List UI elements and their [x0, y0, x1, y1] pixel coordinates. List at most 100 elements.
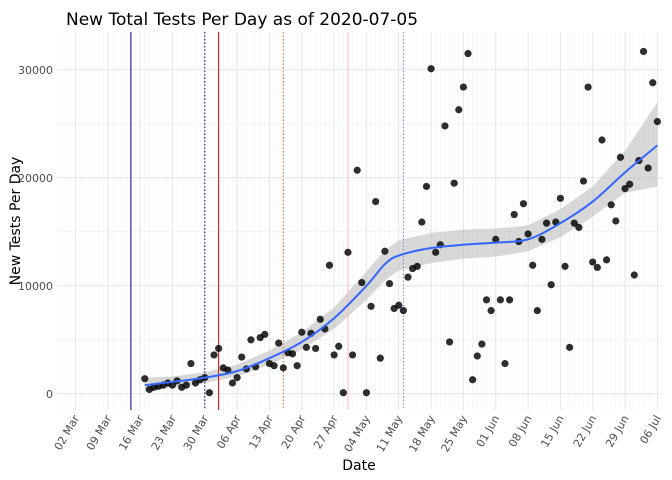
data-point [270, 362, 278, 370]
data-point [533, 307, 541, 315]
y-axis-ticks: 0 10000 20000 30000 [18, 64, 53, 401]
x-tick-label: 15 Jun [538, 413, 567, 450]
data-point [385, 280, 394, 288]
data-point [519, 200, 528, 208]
data-point [247, 336, 255, 344]
data-point [399, 307, 407, 315]
data-point [529, 261, 537, 269]
data-point [238, 353, 246, 361]
y-tick-label: 20000 [18, 172, 53, 185]
data-point [182, 381, 190, 389]
x-tick-label: 22 Jun [571, 413, 600, 450]
x-tick-label: 06 Apr [214, 413, 244, 452]
data-point [376, 354, 384, 362]
data-point [593, 263, 601, 272]
data-point [441, 122, 449, 130]
data-point [616, 153, 625, 161]
data-point [584, 83, 592, 91]
x-tick-label: 02 Mar [52, 413, 83, 453]
data-point [233, 374, 241, 382]
data-point [330, 351, 338, 359]
x-tick-label: 27 Apr [311, 413, 341, 452]
data-point [464, 50, 472, 58]
data-point [141, 375, 149, 383]
x-tick-label: 18 May [406, 413, 438, 455]
x-tick-label: 20 Apr [279, 413, 309, 452]
data-point [602, 256, 611, 264]
data-point [626, 180, 634, 188]
data-point [432, 248, 440, 256]
data-point [653, 118, 661, 126]
data-point [478, 340, 486, 348]
data-point [293, 362, 301, 370]
y-tick-label: 0 [46, 388, 53, 401]
data-point [224, 366, 232, 374]
data-point [348, 351, 357, 359]
data-point [344, 248, 352, 256]
data-point [427, 65, 435, 73]
data-point [589, 258, 597, 266]
data-point [404, 273, 412, 281]
data-point [339, 389, 347, 397]
x-tick-label: 25 May [439, 413, 471, 455]
data-point [621, 185, 629, 193]
data-point [381, 247, 389, 255]
data-point [542, 219, 551, 227]
chart-title: New Total Tests Per Day as of 2020-07-05 [66, 10, 418, 30]
data-point [473, 352, 481, 360]
data-point [639, 47, 648, 56]
data-point [505, 296, 514, 304]
data-point [316, 315, 324, 323]
data-point [312, 344, 320, 353]
data-point [455, 106, 463, 114]
x-tick-label: 09 Mar [84, 413, 115, 453]
data-point [469, 376, 477, 384]
confidence-band-area [144, 102, 658, 392]
data-point [261, 330, 269, 338]
data-point [275, 339, 283, 347]
data-point [395, 301, 403, 309]
x-tick-label: 08 Jun [506, 413, 535, 450]
data-point [298, 328, 306, 336]
data-point [215, 344, 223, 353]
data-point [579, 177, 588, 185]
data-point [561, 262, 569, 270]
data-point [612, 217, 620, 225]
x-tick-label: 06 Jul [637, 413, 664, 446]
data-point [445, 338, 454, 346]
data-point [607, 201, 615, 209]
data-point [362, 389, 371, 397]
data-point [575, 223, 583, 232]
data-point [459, 83, 468, 91]
data-point [566, 343, 574, 351]
data-point [492, 235, 500, 243]
data-point [168, 381, 177, 389]
data-point [649, 79, 657, 87]
x-tick-label: 11 May [374, 413, 406, 455]
data-point [482, 296, 491, 304]
data-point [205, 389, 214, 397]
data-point [367, 302, 375, 310]
data-point [335, 342, 343, 350]
data-point [288, 350, 297, 358]
data-point [413, 262, 421, 270]
y-tick-label: 10000 [18, 280, 53, 293]
data-point [418, 218, 426, 226]
smooth-line-path [144, 144, 659, 387]
y-tick-label: 30000 [18, 64, 53, 77]
data-point [556, 194, 564, 202]
data-point [487, 307, 495, 315]
x-tick-label: 30 Mar [181, 413, 212, 453]
data-point [279, 364, 287, 372]
y-axis-title: New Tests Per Day [8, 157, 24, 286]
data-point [496, 296, 504, 304]
x-tick-label: 13 Apr [247, 413, 277, 452]
data-point [422, 182, 431, 191]
data-point [358, 278, 366, 287]
x-tick-label: 29 Jun [603, 413, 632, 450]
data-point [510, 210, 518, 219]
data-point [501, 359, 509, 368]
x-axis-title: Date [342, 458, 375, 474]
data-point [228, 379, 237, 387]
